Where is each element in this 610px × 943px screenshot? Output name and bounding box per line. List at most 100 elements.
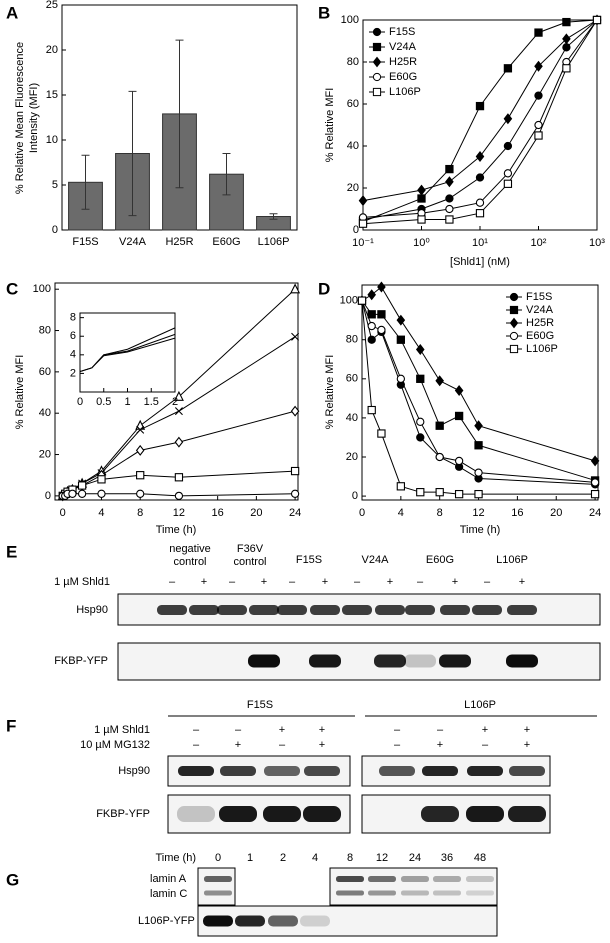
marker	[435, 488, 444, 497]
sign: +	[452, 576, 458, 588]
band	[204, 876, 232, 882]
x-tick-label: 8	[437, 507, 443, 519]
sign: –	[394, 724, 401, 736]
group-label: E60G	[426, 554, 454, 566]
marker	[590, 478, 600, 487]
y-tick-label: 20	[46, 44, 58, 56]
marker	[367, 289, 377, 301]
x-tick-label: 1.5	[144, 396, 159, 408]
band	[368, 876, 396, 882]
x-tick-label: 0	[359, 507, 365, 519]
marker	[445, 215, 454, 224]
marker	[416, 374, 425, 383]
marker	[174, 473, 184, 482]
legend-label: V24A	[526, 304, 554, 316]
marker	[445, 204, 454, 214]
sign: –	[289, 576, 296, 588]
band	[439, 654, 471, 668]
band	[368, 890, 396, 896]
band	[303, 806, 341, 822]
legend-marker	[509, 317, 519, 329]
time-label: 0	[215, 852, 221, 864]
x-tick-label: 24	[589, 507, 601, 519]
band	[235, 915, 265, 927]
x-tick-label: F15S	[72, 236, 98, 248]
band	[310, 605, 340, 615]
sign: –	[193, 739, 200, 751]
series-line	[362, 19, 598, 223]
legend-symbol	[372, 42, 382, 52]
band	[264, 766, 300, 776]
band	[304, 766, 340, 776]
y-tick-label: 60	[347, 98, 359, 110]
marker	[290, 283, 301, 294]
sign: –	[394, 739, 401, 751]
marker	[367, 335, 376, 344]
time-label: 4	[312, 852, 318, 864]
legend-label: E60G	[389, 71, 417, 83]
sign: –	[417, 576, 424, 588]
sign: +	[482, 724, 488, 736]
marker	[475, 151, 485, 162]
marker	[97, 475, 106, 484]
y-tick-label: 60	[346, 373, 358, 385]
blot-frame	[329, 867, 498, 906]
marker	[503, 169, 513, 178]
y-tick-label: 40	[346, 412, 358, 424]
marker	[415, 344, 425, 355]
marker	[534, 60, 543, 72]
row-label: Hsp90	[76, 604, 108, 616]
x-tick-label: E60G	[212, 236, 240, 248]
band	[466, 806, 504, 822]
band	[342, 605, 372, 615]
marker	[417, 194, 426, 203]
marker	[503, 113, 513, 125]
x-tick-label: 12	[472, 507, 484, 519]
band	[506, 654, 538, 668]
marker	[445, 194, 454, 203]
legend-label: F15S	[389, 26, 415, 38]
y-tick-label: 25	[46, 0, 58, 11]
band	[466, 890, 494, 896]
y-tick-label: 40	[39, 407, 51, 419]
legend-label: L106P	[526, 343, 558, 355]
panel-letter: D	[318, 279, 330, 298]
x-tick-label: V24A	[119, 236, 147, 248]
y-tick-label: 40	[347, 140, 359, 152]
x-tick-label: H25R	[165, 236, 193, 248]
x-tick-label: 10²	[531, 237, 547, 249]
band	[203, 915, 233, 927]
legend-symbol	[509, 331, 519, 341]
legend-marker	[372, 56, 382, 68]
group-label: F15S	[247, 699, 273, 711]
sign: +	[201, 576, 207, 588]
legend-label: L106P	[389, 86, 421, 98]
band	[433, 890, 461, 896]
y-tick-label: 8	[70, 312, 76, 324]
band	[508, 806, 546, 822]
sign: –	[279, 739, 286, 751]
y-tick-label: 15	[46, 89, 58, 101]
marker	[173, 390, 184, 401]
marker	[417, 215, 426, 224]
x-tick-label: 10¹	[472, 237, 488, 249]
legend-marker	[372, 87, 382, 97]
marker	[592, 15, 602, 25]
x-tick-label: 10⁻¹	[352, 237, 374, 249]
y-tick-label: 100	[341, 14, 359, 26]
marker	[396, 314, 406, 326]
x-tick-label: 20	[550, 507, 562, 519]
y-tick-label: 10	[46, 134, 58, 146]
x-tick-label: 24	[289, 507, 301, 519]
marker	[377, 281, 386, 293]
marker	[367, 321, 376, 331]
band	[401, 890, 429, 896]
marker	[503, 64, 513, 73]
group-label: L106P	[496, 554, 528, 566]
marker	[503, 179, 513, 188]
band	[401, 876, 429, 882]
band	[467, 766, 503, 776]
y-axis-label: % Relative MFI	[324, 88, 336, 163]
x-tick-label: 20	[250, 507, 262, 519]
